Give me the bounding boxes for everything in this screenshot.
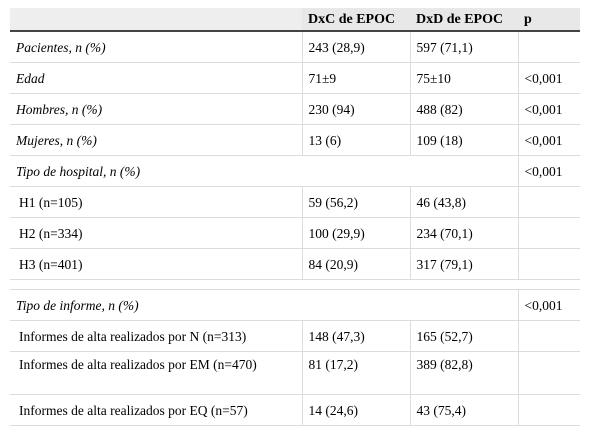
table-row: Tipo de hospital, n (%) <0,001 (10, 155, 580, 187)
table-row: Informes de alta realizados por N (n=313… (10, 320, 580, 352)
row-dxd: 109 (18) (409, 124, 518, 156)
row-dxd: 488 (82) (409, 93, 518, 125)
table-row: Informes de alta realizados por EQ (n=57… (10, 394, 580, 426)
header-row: DxC de EPOC DxD de EPOC p (10, 8, 580, 32)
table-row: Pacientes, n (%) 243 (28,9) 597 (71,1) (10, 31, 580, 63)
row-dxc: 84 (20,9) (301, 248, 410, 280)
row-p (517, 248, 580, 280)
spacer-cell (10, 279, 580, 290)
header-p: p (518, 8, 580, 32)
row-p (517, 186, 580, 218)
section-label: Tipo de hospital, n (%) (10, 155, 518, 187)
table-body: Pacientes, n (%) 243 (28,9) 597 (71,1) E… (10, 31, 580, 426)
row-p (517, 351, 580, 395)
row-dxc: 59 (56,2) (301, 186, 410, 218)
row-label: Informes de alta realizados por N (n=313… (10, 320, 302, 352)
row-label: Informes de alta realizados por EM (n=47… (10, 351, 302, 395)
header-empty (10, 8, 302, 32)
row-label: Pacientes, n (%) (10, 31, 302, 63)
row-label: H2 (n=334) (10, 217, 302, 249)
table-row: H1 (n=105) 59 (56,2) 46 (43,8) (10, 186, 580, 218)
table-row: Hombres, n (%) 230 (94) 488 (82) <0,001 (10, 93, 580, 125)
row-p (517, 31, 580, 63)
section-label: Tipo de informe, n (%) (10, 289, 518, 321)
row-dxc: 148 (47,3) (301, 320, 410, 352)
row-dxd: 317 (79,1) (409, 248, 518, 280)
table-row: Edad 71±9 75±10 <0,001 (10, 62, 580, 94)
row-dxc: 230 (94) (301, 93, 410, 125)
spacer-row (10, 279, 580, 290)
row-dxd: 165 (52,7) (409, 320, 518, 352)
row-label: Informes de alta realizados por EQ (n=57… (10, 394, 302, 426)
table-row: Mujeres, n (%) 13 (6) 109 (18) <0,001 (10, 124, 580, 156)
table-row: H3 (n=401) 84 (20,9) 317 (79,1) (10, 248, 580, 280)
row-dxd: 43 (75,4) (409, 394, 518, 426)
row-dxc: 71±9 (301, 62, 410, 94)
row-p (517, 394, 580, 426)
row-p: <0,001 (517, 93, 580, 125)
row-dxd: 75±10 (409, 62, 518, 94)
row-dxc: 13 (6) (301, 124, 410, 156)
row-label: H1 (n=105) (10, 186, 302, 218)
row-p: <0,001 (517, 62, 580, 94)
row-dxc: 81 (17,2) (301, 351, 410, 395)
table-row: H2 (n=334) 100 (29,9) 234 (70,1) (10, 217, 580, 249)
row-p: <0,001 (517, 155, 580, 187)
row-dxc: 243 (28,9) (301, 31, 410, 63)
header-dxc: DxC de EPOC (302, 8, 410, 32)
row-dxd: 234 (70,1) (409, 217, 518, 249)
row-label: Edad (10, 62, 302, 94)
table-row: Tipo de informe, n (%) <0,001 (10, 289, 580, 321)
table-row: Informes de alta realizados por EM (n=47… (10, 351, 580, 395)
row-label: Mujeres, n (%) (10, 124, 302, 156)
row-dxd: 46 (43,8) (409, 186, 518, 218)
row-dxd: 597 (71,1) (409, 31, 518, 63)
row-label: Hombres, n (%) (10, 93, 302, 125)
row-label: H3 (n=401) (10, 248, 302, 280)
row-p: <0,001 (517, 289, 580, 321)
row-dxd: 389 (82,8) (409, 351, 518, 395)
table-header: DxC de EPOC DxD de EPOC p (10, 8, 580, 32)
header-dxd: DxD de EPOC (410, 8, 518, 32)
row-p: <0,001 (517, 124, 580, 156)
row-dxc: 100 (29,9) (301, 217, 410, 249)
row-p (517, 217, 580, 249)
data-table: DxC de EPOC DxD de EPOC p Pacientes, n (… (10, 8, 580, 426)
row-p (517, 320, 580, 352)
row-dxc: 14 (24,6) (301, 394, 410, 426)
